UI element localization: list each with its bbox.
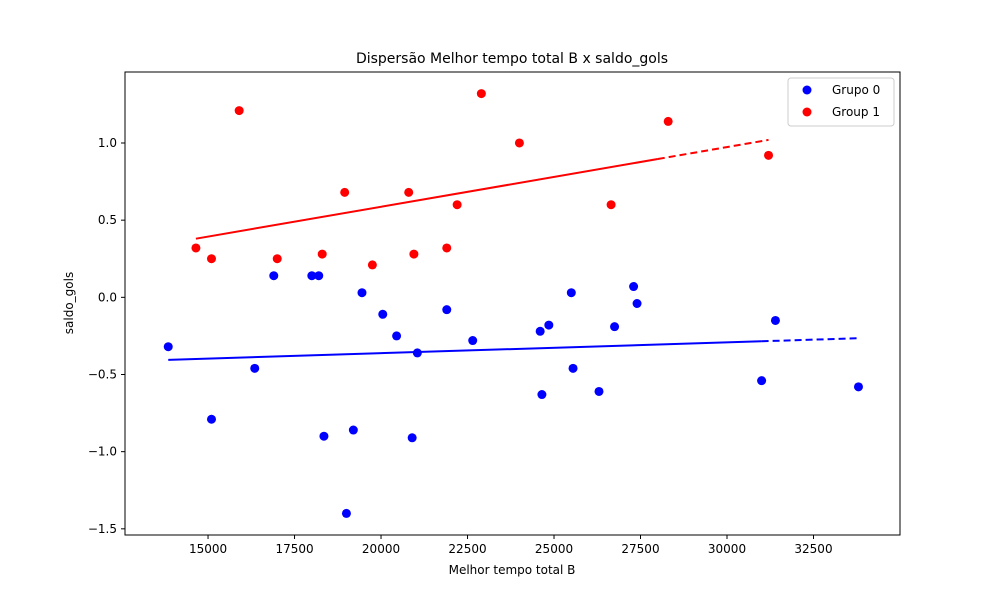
x-tick-label-5: 27500 — [621, 542, 659, 556]
data-point-series-0-2 — [250, 363, 260, 373]
data-point-series-0-8 — [348, 425, 358, 435]
data-point-series-1-2 — [234, 106, 244, 116]
trendline-dashed-series-0 — [761, 337, 859, 343]
data-point-series-1-9 — [442, 243, 452, 253]
data-point-series-0-9 — [357, 288, 367, 298]
data-point-series-1-11 — [476, 89, 486, 99]
legend: Grupo 0 Group 1 — [787, 77, 895, 127]
data-point-series-0-0 — [163, 342, 173, 352]
data-point-series-0-4 — [307, 271, 317, 281]
data-point-series-1-1 — [206, 254, 216, 264]
x-tick-label-1: 17500 — [275, 542, 313, 556]
data-point-series-0-22 — [610, 322, 620, 332]
data-point-series-0-10 — [378, 309, 388, 319]
legend-label-series-0: Grupo 0 — [832, 83, 880, 97]
data-point-series-0-11 — [392, 331, 402, 341]
data-point-series-0-7 — [341, 508, 351, 518]
y-tick-label-3: 0.0 — [98, 290, 117, 304]
y-tick-label-2: −0.5 — [88, 367, 117, 381]
data-point-series-1-5 — [340, 187, 350, 197]
axes: 15000 17500 20000 22500 25000 27500 30000 32500… — [88, 71, 901, 556]
x-tick-label-0: 15000 — [189, 542, 227, 556]
data-point-series-1-4 — [317, 249, 327, 259]
data-point-series-0-16 — [535, 326, 545, 336]
data-point-series-1-15 — [764, 150, 774, 160]
data-point-series-0-1 — [206, 414, 216, 424]
data-point-series-0-5 — [314, 271, 324, 281]
data-point-series-0-21 — [594, 386, 604, 396]
data-point-series-0-3 — [269, 271, 279, 281]
data-point-series-0-6 — [319, 431, 329, 441]
y-tick-label-1: −1.0 — [88, 445, 117, 459]
data-point-series-0-19 — [566, 288, 576, 298]
chart-title: Dispersão Melhor tempo total B x saldo_g… — [356, 51, 668, 67]
trendline-solid-series-1 — [195, 158, 658, 240]
x-tick-label-3: 22500 — [448, 542, 486, 556]
data-point-series-0-26 — [770, 315, 780, 325]
data-point-series-0-15 — [468, 336, 478, 346]
data-point-series-0-24 — [632, 299, 642, 308]
data-point-series-1-6 — [367, 260, 377, 270]
trendline-dashed-series-1 — [657, 138, 769, 160]
data-point-series-1-13 — [606, 200, 616, 210]
legend-marker-series-1 — [802, 107, 812, 117]
x-axis-label: Melhor tempo total B — [449, 563, 576, 577]
x-tick-label-6: 30000 — [708, 542, 746, 556]
data-point-series-1-14 — [663, 116, 673, 126]
x-tick-label-7: 32500 — [794, 542, 832, 556]
data-point-series-0-14 — [442, 305, 452, 315]
axes-frame — [124, 71, 901, 536]
data-point-series-0-18 — [544, 320, 554, 330]
y-axis-label: saldo_gols — [62, 272, 76, 334]
data-point-series-0-23 — [629, 282, 639, 292]
legend-marker-series-0 — [802, 85, 812, 95]
legend-label-series-1: Group 1 — [832, 105, 880, 119]
data-point-series-1-8 — [409, 249, 419, 259]
y-tick-label-4: 0.5 — [98, 213, 117, 227]
data-point-series-1-7 — [404, 187, 414, 197]
data-point-series-0-25 — [757, 376, 767, 386]
trendline-solid-series-0 — [168, 340, 762, 361]
data-point-series-1-3 — [272, 254, 282, 264]
y-tick-label-5: 1.0 — [98, 136, 117, 150]
legend-box — [787, 77, 895, 127]
data-point-series-1-0 — [191, 243, 201, 253]
y-tick-label-0: −1.5 — [88, 522, 117, 536]
data-point-series-0-17 — [537, 390, 547, 400]
data-point-series-0-12 — [407, 433, 417, 443]
data-point-series-0-27 — [853, 382, 863, 392]
data-point-series-1-10 — [452, 200, 462, 210]
data-point-series-1-12 — [514, 138, 524, 148]
plot-area — [163, 89, 863, 518]
x-tick-label-4: 25000 — [535, 542, 573, 556]
x-tick-label-2: 20000 — [362, 542, 400, 556]
data-point-series-0-20 — [568, 363, 578, 373]
